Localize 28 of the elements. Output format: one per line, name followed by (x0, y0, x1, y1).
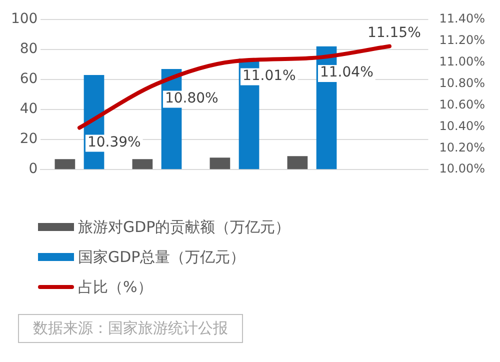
y-tick-label: 40 (20, 101, 38, 118)
bar (54, 159, 76, 170)
legend-label: 占比（%） (78, 278, 152, 296)
line-series (77, 44, 392, 130)
y2-tick-label: 10.20% (439, 140, 486, 154)
data-label: 11.01% (242, 68, 296, 84)
y-tick-label: 80 (20, 41, 38, 58)
data-label: 10.39% (87, 134, 141, 150)
y-tick-label: 100 (10, 11, 38, 28)
y-tick-label: 0 (28, 161, 38, 178)
legend-label: 国家GDP总量（万亿元） (78, 248, 246, 266)
y2-tick-label: 11.20% (439, 32, 486, 47)
bar (132, 159, 153, 170)
y2-tick-label: 11.00% (439, 54, 486, 68)
bar (287, 156, 308, 170)
y2-tick-label: 10.40% (439, 118, 486, 133)
data-label: 11.15% (367, 24, 421, 41)
data-label: 11.04% (320, 64, 374, 81)
data-label: 10.80% (164, 90, 218, 106)
y2-tick-label: 11.40% (439, 12, 486, 26)
source-note: 数据来源：国家旅游统计公报 (18, 314, 243, 343)
legend-label: 旅游对GDP的贡献额（万亿元） (78, 218, 290, 236)
y-tick-label: 60 (20, 71, 38, 88)
y-tick-label: 20 (20, 131, 38, 148)
y2-tick-label: 10.60% (439, 97, 486, 112)
bar (210, 158, 230, 170)
y2-tick-label: 10.80% (439, 76, 486, 90)
y2-tick-label: 10.00% (439, 162, 486, 176)
